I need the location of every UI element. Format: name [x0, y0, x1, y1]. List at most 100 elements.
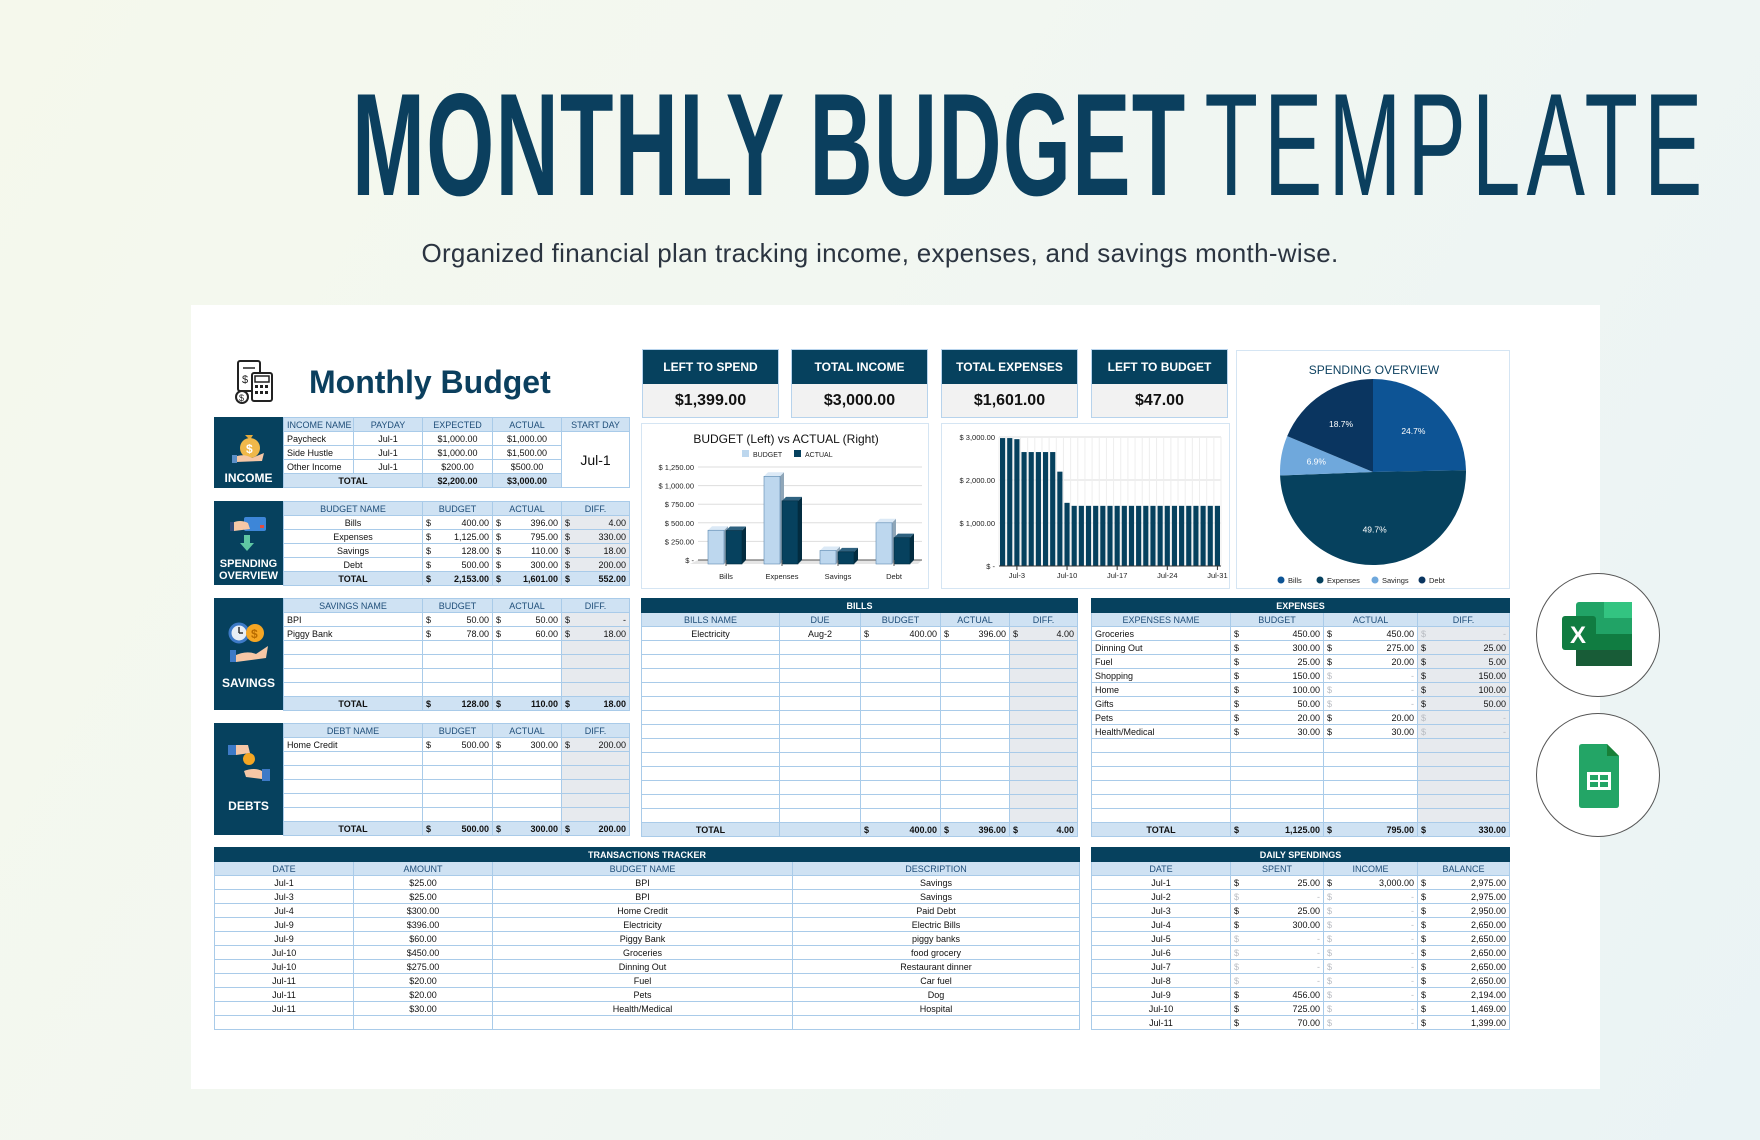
table-row[interactable]: Pets $20.00 $20.00 $ -: [1091, 710, 1511, 725]
table-row[interactable]: [1091, 808, 1511, 823]
table-cell: [283, 751, 423, 766]
table-row[interactable]: Piggy Bank $78.00 $60.00 $18.00: [283, 626, 630, 641]
cell-value: 2,650.00: [1470, 975, 1507, 986]
table-row[interactable]: [641, 808, 1079, 823]
table-cell: [1008, 808, 1079, 823]
bar-actual-expenses: [781, 500, 799, 565]
table-row[interactable]: [1091, 766, 1511, 781]
table-row[interactable]: Savings $128.00 $110.00 $18.00: [283, 543, 630, 558]
table-row[interactable]: [283, 640, 630, 655]
table-cell: [492, 751, 562, 766]
table-cell: [940, 696, 1010, 711]
currency-symbol: $: [496, 517, 502, 528]
table-row[interactable]: [1091, 752, 1511, 767]
google-sheets-app-button[interactable]: [1536, 713, 1660, 837]
table-cell: [561, 765, 630, 780]
table-row[interactable]: Jul-8 $ - $ - $2,650.00: [1091, 973, 1511, 988]
table-row[interactable]: Jul-3 $25.00 $ - $2,950.00: [1091, 903, 1511, 918]
table-row[interactable]: [641, 780, 1079, 795]
table-row[interactable]: Paycheck Jul-1 $1,000.00 $1,000.00 Jul-1: [283, 431, 630, 488]
table-cell: Fuel: [1091, 654, 1231, 669]
table-row[interactable]: Jul-1 $25.00 $3,000.00 $2,975.00: [1091, 875, 1511, 890]
table-cell: [940, 668, 1010, 683]
table-cell: Piggy Bank: [492, 931, 793, 946]
table-row[interactable]: [641, 752, 1079, 767]
table-row[interactable]: Dinning Out $300.00 $275.00 $25.00: [1091, 640, 1511, 655]
table-row[interactable]: [283, 779, 630, 794]
table-cell: Jul-5: [1091, 931, 1231, 946]
table-row[interactable]: [283, 654, 630, 669]
table-row[interactable]: Health/Medical $30.00 $30.00 $ -: [1091, 724, 1511, 739]
kpi-card: LEFT TO SPEND $1,399.00: [642, 349, 779, 418]
table-row[interactable]: Jul-5 $ - $ - $2,650.00: [1091, 931, 1511, 946]
cell-value: -: [1411, 1003, 1414, 1014]
table-row[interactable]: [283, 807, 630, 822]
table-row[interactable]: Groceries $450.00 $450.00 $ -: [1091, 626, 1511, 641]
kpi-card: TOTAL EXPENSES $1,601.00: [941, 349, 1078, 418]
table-row[interactable]: Jul-11 $20.00 Fuel Car fuel: [214, 973, 1080, 988]
table-row[interactable]: [283, 682, 630, 697]
table-row[interactable]: Jul-2 $ - $ - $2,975.00: [1091, 889, 1511, 904]
table-row[interactable]: [283, 793, 630, 808]
table-row[interactable]: Bills $400.00 $396.00 $4.00: [283, 515, 630, 530]
table-row[interactable]: Jul-7 $ - $ - $2,650.00: [1091, 959, 1511, 974]
cell-value: 450.00: [1292, 628, 1320, 639]
excel-app-button[interactable]: X: [1536, 573, 1660, 697]
table-row[interactable]: [214, 1015, 1080, 1030]
table-cell: $ -: [1230, 959, 1324, 974]
table-header-row: SAVINGS NAME BUDGET ACTUAL DIFF.: [283, 598, 630, 613]
table-row[interactable]: Jul-4 $300.00 Home Credit Paid Debt: [214, 903, 1080, 918]
table-row[interactable]: [641, 668, 1079, 683]
table-row[interactable]: Jul-11 $30.00 Health/Medical Hospital: [214, 1001, 1080, 1016]
table-row[interactable]: Jul-9 $60.00 Piggy Bank piggy banks: [214, 931, 1080, 946]
table-row[interactable]: [283, 668, 630, 683]
currency-symbol: $: [496, 614, 502, 625]
table-row[interactable]: [641, 794, 1079, 809]
balance-bar-jul-19: [1128, 505, 1135, 566]
table-row[interactable]: Jul-3 $25.00 BPI Savings: [214, 889, 1080, 904]
table-row[interactable]: Jul-10 $725.00 $ - $1,469.00: [1091, 1001, 1511, 1016]
table-row[interactable]: [1091, 738, 1511, 753]
table-cell: [1091, 780, 1231, 795]
table-row[interactable]: Jul-10 $275.00 Dinning Out Restaurant dinne…: [214, 959, 1080, 974]
table-row[interactable]: Jul-9 $456.00 $ - $2,194.00: [1091, 987, 1511, 1002]
cell-value: 100.00: [1292, 684, 1320, 695]
table-row[interactable]: Debt $500.00 $300.00 $200.00: [283, 557, 630, 572]
table-cell: Shopping: [1091, 668, 1231, 683]
table-row[interactable]: [641, 654, 1079, 669]
balance-bar-jul-1: [1000, 438, 1006, 566]
table-row[interactable]: [641, 696, 1079, 711]
start-day-value[interactable]: Jul-1: [561, 431, 630, 488]
table-row[interactable]: Gifts $50.00 $ - $50.00: [1091, 696, 1511, 711]
table-row[interactable]: [1091, 794, 1511, 809]
table-row[interactable]: [283, 751, 630, 766]
table-row[interactable]: Jul-9 $396.00 Electricity Electric Bills: [214, 917, 1080, 932]
table-row[interactable]: [641, 640, 1079, 655]
table-row[interactable]: Fuel $25.00 $20.00 $5.00: [1091, 654, 1511, 669]
table-row[interactable]: Electricity Aug-2 $400.00 $396.00 $4.00: [641, 626, 1079, 641]
table-cell: [561, 640, 630, 655]
table-row[interactable]: [1091, 780, 1511, 795]
table-row[interactable]: [641, 710, 1079, 725]
table-row[interactable]: Home Credit $500.00 $300.00 $200.00: [283, 737, 630, 752]
table-row[interactable]: Jul-10 $450.00 Groceries food grocery: [214, 945, 1080, 960]
column-header: BUDGET: [422, 598, 493, 613]
table-row[interactable]: Jul-6 $ - $ - $2,650.00: [1091, 945, 1511, 960]
table-row[interactable]: Expenses $1,125.00 $795.00 $330.00: [283, 529, 630, 544]
column-header: BALANCE: [1416, 861, 1511, 876]
table-row[interactable]: Jul-11 $70.00 $ - $1,399.00: [1091, 1015, 1511, 1030]
table-row[interactable]: [283, 765, 630, 780]
table-row[interactable]: [641, 724, 1079, 739]
table-row[interactable]: Home $100.00 $ - $100.00: [1091, 682, 1511, 697]
table-row[interactable]: Jul-4 $300.00 $ - $2,650.00: [1091, 917, 1511, 932]
table-cell: [214, 1015, 354, 1030]
table-row[interactable]: [641, 766, 1079, 781]
table-row[interactable]: Jul-1 $25.00 BPI Savings: [214, 875, 1080, 890]
table-row[interactable]: Jul-11 $20.00 Pets Dog: [214, 987, 1080, 1002]
table-row[interactable]: [641, 682, 1079, 697]
cell-value: -: [1411, 684, 1414, 695]
table-row[interactable]: Shopping $150.00 $ - $150.00: [1091, 668, 1511, 683]
legend-label: Expenses: [1327, 576, 1360, 585]
table-row[interactable]: BPI $50.00 $50.00 $ -: [283, 612, 630, 627]
table-row[interactable]: [641, 738, 1079, 753]
